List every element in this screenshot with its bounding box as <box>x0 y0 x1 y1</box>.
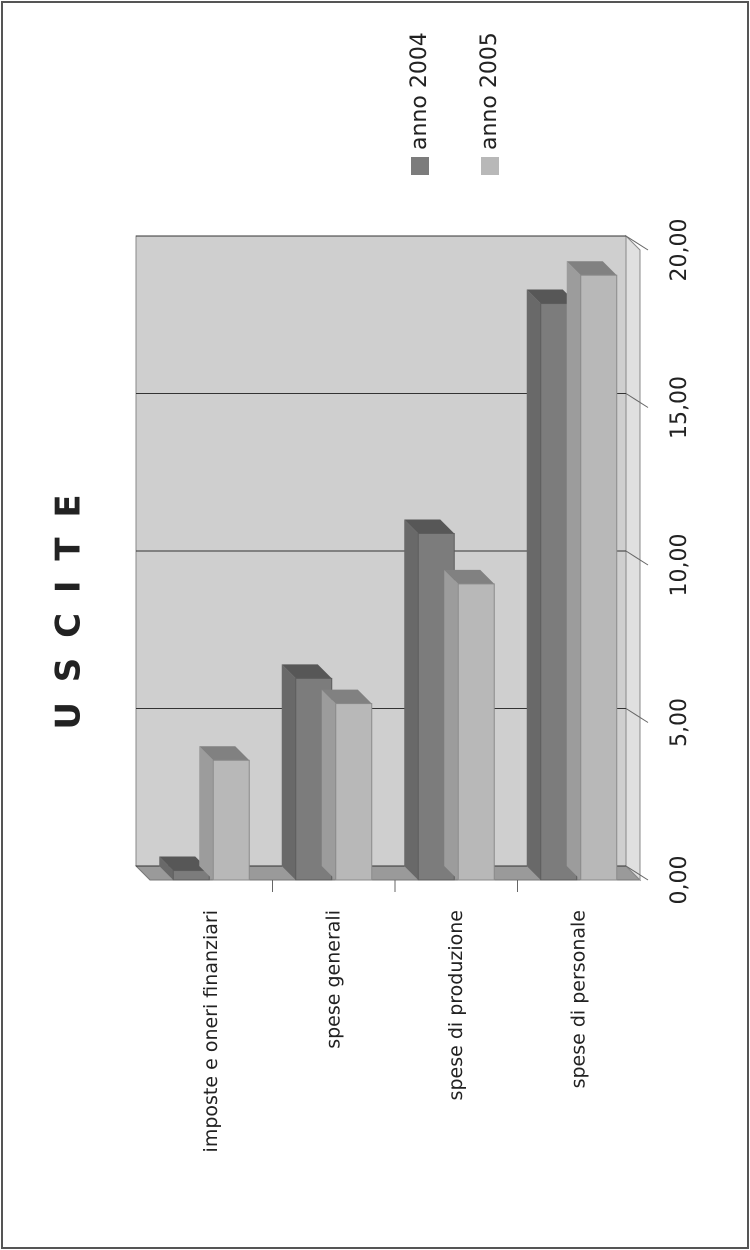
y-tick-label: spese generali <box>322 910 344 1049</box>
x-tick-label: 5,00 <box>667 698 692 747</box>
chart-title: U S C I T E <box>49 490 89 729</box>
x-tick-label: 20,00 <box>667 219 692 282</box>
bar <box>457 583 495 881</box>
bar <box>580 274 618 881</box>
bar-end <box>281 664 332 679</box>
tick-mark <box>625 393 649 408</box>
bar-side <box>199 746 214 880</box>
tick-mark <box>625 550 649 566</box>
legend-label: anno 2005 <box>477 32 502 150</box>
bar-end <box>321 689 372 704</box>
legend-swatch <box>411 157 429 175</box>
bar-side <box>159 856 174 880</box>
y-tick-label: imposte e oneri finanziari <box>200 910 222 1152</box>
bar <box>212 759 250 881</box>
bar-end <box>404 519 455 534</box>
bar-side <box>526 289 541 880</box>
rotated-chart: U S C I T E 0,00 5,00 10,00 15,00 20,00 impos… <box>49 32 693 1152</box>
bar-end <box>199 746 250 761</box>
bar <box>335 703 373 881</box>
x-tick-label: 15,00 <box>667 376 692 439</box>
x-tick-label: 10,00 <box>667 534 692 597</box>
bar-side <box>566 261 581 880</box>
bar-side <box>404 519 419 880</box>
bar-side <box>321 689 336 880</box>
bar-end <box>526 289 577 304</box>
bar-side <box>281 664 296 880</box>
y-tick-label: spese di personale <box>567 910 589 1088</box>
bar-end <box>566 261 617 276</box>
tick-mark <box>625 708 649 723</box>
tick-mark <box>625 235 649 251</box>
legend-swatch <box>481 157 499 175</box>
bar <box>172 870 210 881</box>
legend-label: anno 2004 <box>407 32 432 150</box>
x-tick-label: 0,00 <box>667 856 692 905</box>
bar-end <box>159 856 210 871</box>
bar-end <box>444 569 495 584</box>
tick-mark <box>625 865 649 881</box>
bar-side <box>444 569 459 880</box>
y-tick-label: spese di produzione <box>445 910 467 1100</box>
